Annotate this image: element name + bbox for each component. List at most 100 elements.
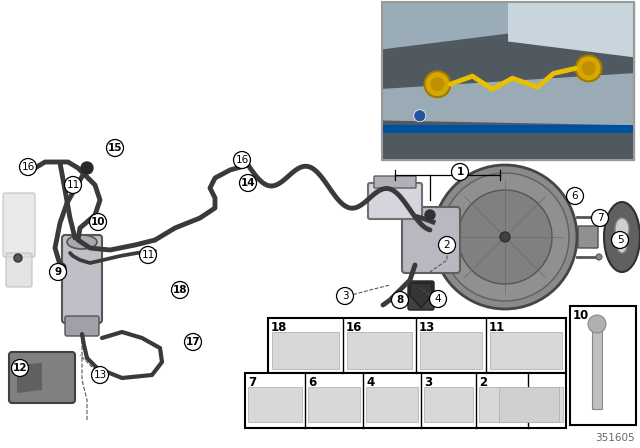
- Text: 6: 6: [572, 191, 579, 201]
- Circle shape: [451, 164, 468, 181]
- Text: 11: 11: [67, 180, 79, 190]
- Text: 12: 12: [13, 363, 28, 373]
- FancyBboxPatch shape: [402, 207, 460, 273]
- Bar: [308, 387, 360, 422]
- Ellipse shape: [615, 218, 629, 240]
- Ellipse shape: [604, 202, 640, 272]
- Bar: [347, 332, 412, 369]
- Polygon shape: [382, 73, 634, 125]
- Circle shape: [458, 190, 552, 284]
- FancyBboxPatch shape: [6, 253, 32, 287]
- Ellipse shape: [67, 235, 97, 249]
- Text: 351605: 351605: [595, 433, 635, 443]
- Bar: [248, 387, 302, 422]
- Text: 18: 18: [271, 321, 287, 334]
- Circle shape: [106, 139, 124, 156]
- Polygon shape: [508, 2, 634, 57]
- Circle shape: [588, 315, 606, 333]
- FancyBboxPatch shape: [368, 183, 422, 219]
- Bar: [592, 324, 602, 409]
- FancyBboxPatch shape: [9, 352, 75, 403]
- Circle shape: [14, 254, 22, 262]
- Circle shape: [611, 232, 628, 249]
- Text: 4: 4: [435, 294, 442, 304]
- Bar: [490, 332, 562, 369]
- Bar: [570, 306, 636, 425]
- Polygon shape: [17, 363, 42, 393]
- Polygon shape: [382, 18, 634, 160]
- Circle shape: [582, 61, 596, 75]
- Circle shape: [90, 214, 106, 231]
- Text: 5: 5: [617, 235, 623, 245]
- Circle shape: [19, 159, 36, 176]
- Text: 16: 16: [346, 321, 362, 334]
- Circle shape: [392, 292, 408, 309]
- Text: 17: 17: [186, 337, 200, 347]
- Circle shape: [184, 333, 202, 350]
- Text: 3: 3: [342, 291, 348, 301]
- Circle shape: [56, 263, 66, 273]
- Text: 13: 13: [93, 370, 107, 380]
- Circle shape: [92, 366, 109, 383]
- Text: 7: 7: [596, 213, 604, 223]
- Text: 16: 16: [236, 155, 248, 165]
- Circle shape: [431, 77, 444, 91]
- Circle shape: [441, 173, 569, 301]
- Circle shape: [239, 175, 257, 191]
- Bar: [499, 387, 559, 422]
- Polygon shape: [410, 283, 432, 308]
- Text: 16: 16: [21, 162, 35, 172]
- Bar: [382, 125, 634, 133]
- Bar: [366, 387, 418, 422]
- Text: 2: 2: [444, 240, 451, 250]
- Bar: [420, 332, 482, 369]
- Bar: [245, 373, 566, 428]
- Circle shape: [234, 151, 250, 168]
- Circle shape: [596, 254, 602, 260]
- Circle shape: [425, 210, 435, 220]
- Text: 10: 10: [91, 217, 105, 227]
- Text: 8: 8: [396, 295, 404, 305]
- Circle shape: [433, 165, 577, 309]
- FancyBboxPatch shape: [65, 316, 99, 336]
- FancyBboxPatch shape: [3, 193, 35, 257]
- Circle shape: [140, 246, 157, 263]
- Text: 6: 6: [308, 376, 316, 389]
- Circle shape: [414, 110, 426, 122]
- Text: 2: 2: [479, 376, 487, 389]
- Text: 3: 3: [424, 376, 432, 389]
- Circle shape: [81, 162, 93, 174]
- Bar: [382, 2, 634, 160]
- FancyBboxPatch shape: [578, 226, 598, 248]
- Bar: [479, 387, 525, 422]
- FancyBboxPatch shape: [374, 176, 416, 188]
- Polygon shape: [382, 2, 634, 73]
- Circle shape: [591, 210, 609, 227]
- Circle shape: [424, 71, 451, 97]
- Text: 14: 14: [241, 178, 255, 188]
- Text: 7: 7: [248, 376, 256, 389]
- Text: 11: 11: [489, 321, 505, 334]
- Circle shape: [438, 237, 456, 254]
- Bar: [382, 2, 634, 160]
- Bar: [268, 318, 566, 373]
- Circle shape: [49, 263, 67, 280]
- Bar: [531, 387, 563, 422]
- Circle shape: [596, 214, 602, 220]
- Text: 9: 9: [54, 267, 61, 277]
- Bar: [424, 387, 473, 422]
- Text: 11: 11: [141, 250, 155, 260]
- Text: 10: 10: [573, 309, 589, 322]
- Circle shape: [172, 281, 189, 298]
- FancyBboxPatch shape: [408, 281, 434, 310]
- Text: 15: 15: [108, 143, 122, 153]
- Text: 13: 13: [419, 321, 435, 334]
- Text: 4: 4: [366, 376, 374, 389]
- Circle shape: [500, 232, 510, 242]
- Circle shape: [566, 188, 584, 204]
- Bar: [272, 332, 339, 369]
- Ellipse shape: [617, 237, 627, 253]
- Circle shape: [337, 288, 353, 305]
- Text: 1: 1: [456, 167, 463, 177]
- Circle shape: [575, 56, 602, 82]
